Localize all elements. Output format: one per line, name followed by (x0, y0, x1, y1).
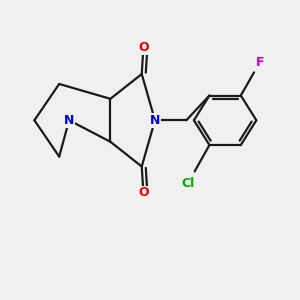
Text: F: F (256, 56, 264, 69)
Text: O: O (138, 41, 149, 54)
Text: N: N (64, 114, 74, 127)
Text: Cl: Cl (181, 177, 194, 190)
Text: O: O (138, 186, 149, 200)
Text: N: N (150, 114, 160, 127)
